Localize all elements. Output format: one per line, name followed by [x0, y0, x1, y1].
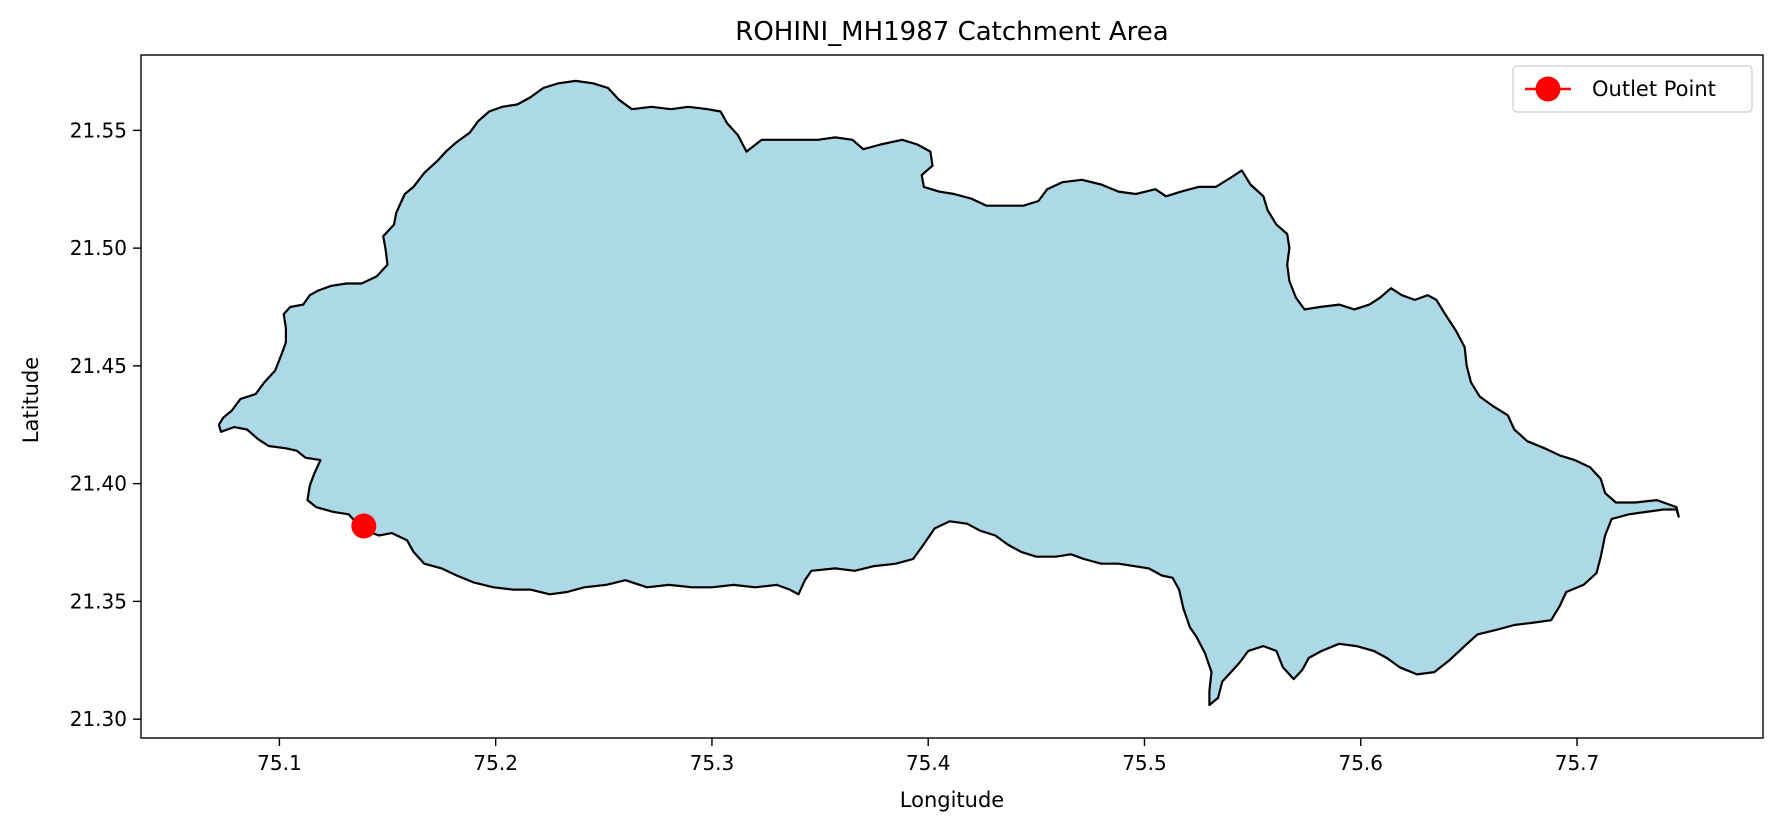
- x-tick-label: 75.1: [257, 751, 302, 775]
- x-tick-label: 75.3: [690, 751, 735, 775]
- legend-box: [1512, 65, 1753, 113]
- catchment-polygon: [217, 79, 1680, 707]
- x-axis-ticks: 75.1 75.2 75.3 75.4 75.5 75.6 75.7: [257, 738, 1599, 775]
- legend: Outlet Point: [1512, 65, 1753, 113]
- y-tick-label: 21.35: [70, 589, 127, 613]
- plot-frame: [140, 54, 1764, 739]
- y-axis-ticks: 21.30 21.35 21.40 21.45 21.50 21.55: [70, 118, 141, 731]
- x-tick-label: 75.7: [1555, 751, 1600, 775]
- x-tick-label: 75.5: [1122, 751, 1167, 775]
- y-tick-label: 21.40: [70, 472, 127, 496]
- x-axis-label: Longitude: [900, 788, 1004, 812]
- chart-title: ROHINI_MH1987 Catchment Area: [735, 17, 1168, 47]
- legend-marker-swatch: [1535, 76, 1561, 102]
- y-tick-label: 21.30: [70, 707, 127, 731]
- y-tick-label: 21.50: [70, 236, 127, 260]
- x-tick-label: 75.4: [906, 751, 951, 775]
- x-tick-label: 75.6: [1338, 751, 1383, 775]
- outlet-point-marker: [351, 513, 377, 539]
- x-tick-label: 75.2: [473, 751, 518, 775]
- y-tick-label: 21.45: [70, 354, 127, 378]
- legend-label-outlet-point: Outlet Point: [1592, 77, 1716, 101]
- y-tick-label: 21.55: [70, 118, 127, 142]
- y-axis-label: Latitude: [19, 357, 43, 443]
